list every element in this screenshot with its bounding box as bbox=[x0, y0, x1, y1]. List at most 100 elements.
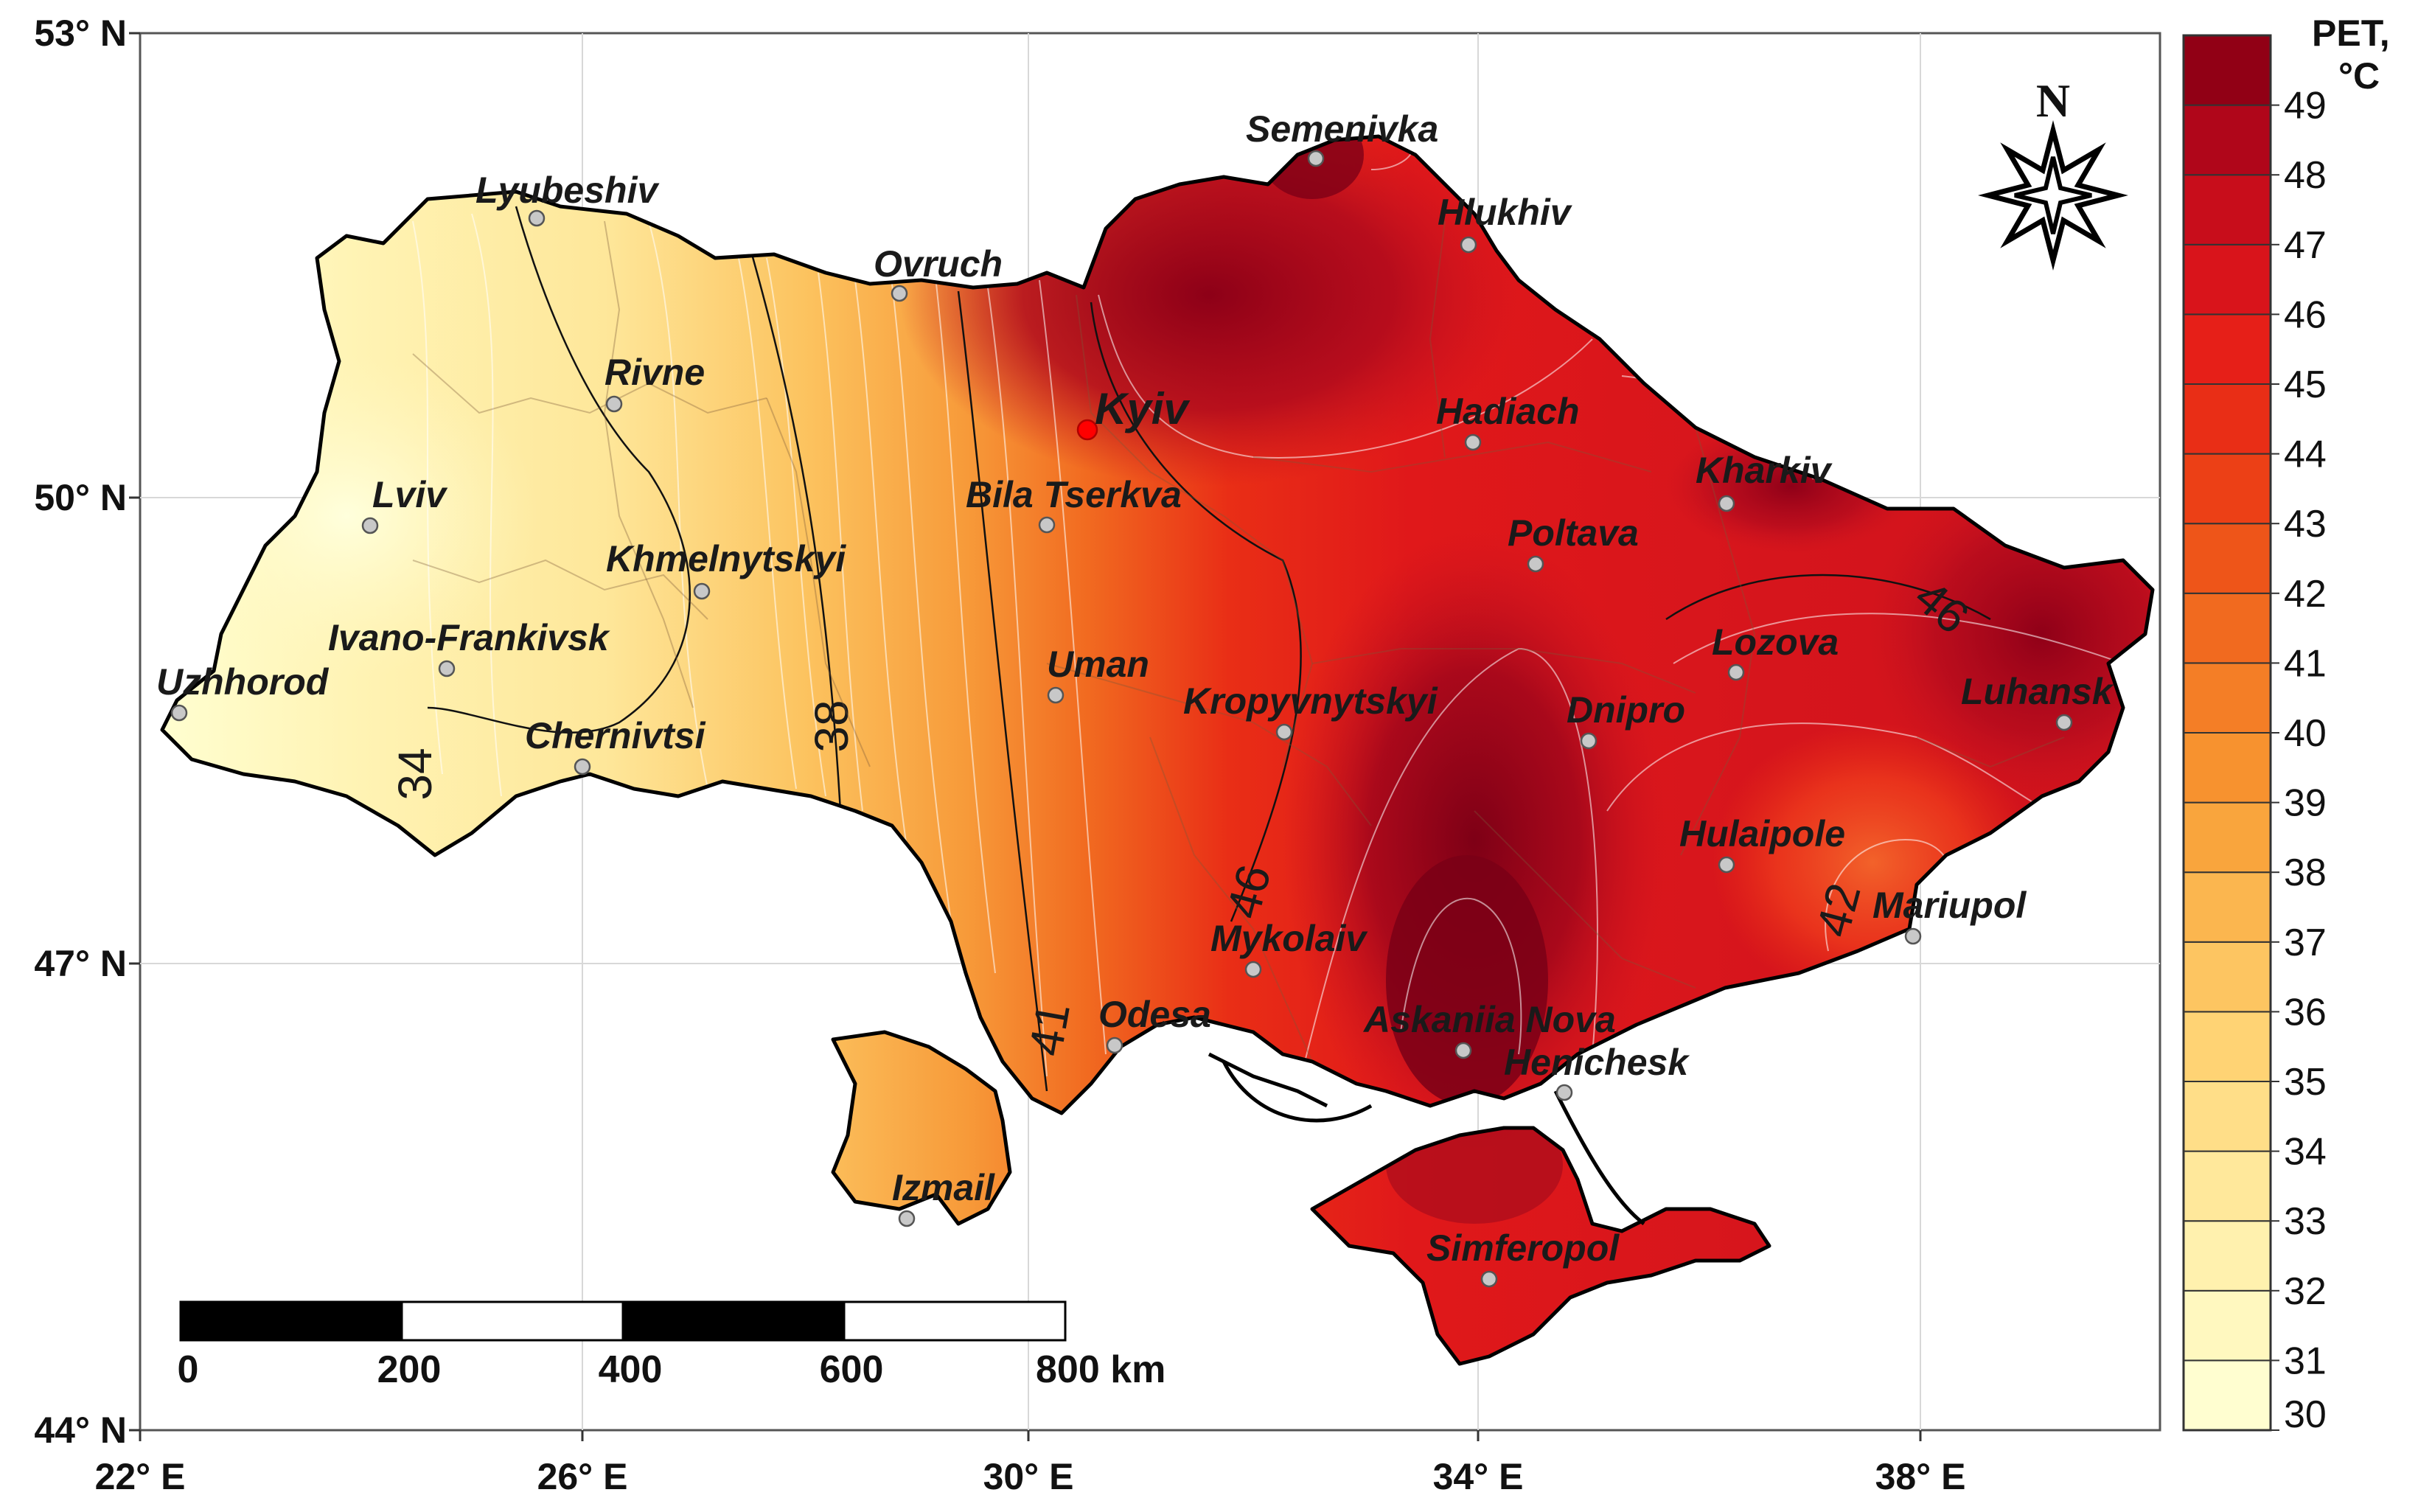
legend-swatch bbox=[2183, 1289, 2271, 1362]
legend-tick-label: 45 bbox=[2284, 363, 2327, 406]
legend-swatch bbox=[2183, 801, 2271, 874]
city-marker[interactable] bbox=[1718, 495, 1735, 512]
city-marker[interactable] bbox=[693, 582, 711, 600]
city-label: Ivano-Frankivsk bbox=[328, 617, 610, 658]
city-marker[interactable] bbox=[170, 704, 188, 722]
axis-ticks bbox=[129, 32, 1922, 1441]
city-marker[interactable] bbox=[2055, 714, 2073, 731]
legend-swatch bbox=[2183, 104, 2271, 176]
city-marker[interactable] bbox=[1307, 150, 1325, 167]
city-label: Simferopol bbox=[1426, 1227, 1620, 1269]
scale-label: 0 bbox=[178, 1348, 199, 1391]
city-label: Semenivka bbox=[1246, 108, 1438, 150]
isolines-major bbox=[427, 206, 1991, 1092]
legend-tick-label: 40 bbox=[2284, 712, 2327, 755]
city-marker[interactable] bbox=[1275, 723, 1293, 741]
legend-tick-label: 41 bbox=[2284, 642, 2327, 685]
city-marker[interactable] bbox=[1244, 961, 1262, 978]
ukraine-outline bbox=[162, 136, 2153, 1366]
legend-tick-label: 30 bbox=[2284, 1393, 2327, 1436]
city-label: Kropyvnytskyi bbox=[1183, 680, 1438, 722]
lon-label: 26° E bbox=[537, 1456, 628, 1497]
legend-swatch bbox=[2183, 871, 2271, 943]
lon-label: 30° E bbox=[983, 1456, 1074, 1497]
city-label: Hlukhiv bbox=[1438, 192, 1573, 233]
compass-star-icon bbox=[1978, 120, 2128, 271]
city-marker[interactable] bbox=[1076, 419, 1098, 441]
compass-north-label: N bbox=[2036, 74, 2070, 127]
legend-tick-label: 49 bbox=[2284, 85, 2327, 128]
city-marker[interactable] bbox=[1527, 555, 1544, 573]
city-marker[interactable] bbox=[1580, 732, 1598, 750]
city-marker[interactable] bbox=[1555, 1084, 1573, 1101]
lon-label: 22° E bbox=[95, 1456, 186, 1497]
legend-swatch bbox=[2183, 1081, 2271, 1152]
legend-swatch bbox=[2183, 243, 2271, 316]
city-marker[interactable] bbox=[1460, 236, 1477, 254]
legend-tick-label: 48 bbox=[2284, 154, 2327, 197]
city-marker[interactable] bbox=[438, 660, 456, 677]
city-label-capital: Kyiv bbox=[1095, 384, 1191, 433]
lon-label: 38° E bbox=[1875, 1456, 1966, 1497]
scale-label: 200 bbox=[377, 1348, 442, 1391]
scale-label: 800 km bbox=[1036, 1348, 1166, 1391]
isoline-label: 38 bbox=[805, 700, 858, 752]
city-marker[interactable] bbox=[1038, 516, 1056, 534]
legend-title-unit: °C bbox=[2338, 55, 2380, 97]
lat-label: 47° N bbox=[34, 943, 127, 984]
city-marker[interactable] bbox=[361, 517, 379, 534]
legend-swatches bbox=[2183, 35, 2271, 1432]
city-label: Hadiach bbox=[1436, 391, 1580, 432]
city-label: Chernivtsi bbox=[525, 715, 706, 756]
legend-title: PET, bbox=[2312, 13, 2390, 54]
city-label: Uman bbox=[1047, 644, 1149, 685]
city-marker[interactable] bbox=[1727, 663, 1745, 681]
city-label: Hulaipole bbox=[1679, 813, 1845, 854]
legend-tick-label: 47 bbox=[2284, 224, 2327, 267]
city-label: Rivne bbox=[604, 352, 705, 393]
scale-label: 400 bbox=[599, 1348, 663, 1391]
legend-tick-label: 35 bbox=[2284, 1061, 2327, 1104]
city-label: Lyubeshiv bbox=[475, 170, 660, 211]
city-label: Dnipro bbox=[1567, 689, 1685, 731]
isoline-label: 34 bbox=[389, 748, 442, 800]
city-marker[interactable] bbox=[1106, 1037, 1123, 1054]
city-label: Lozova bbox=[1712, 621, 1839, 663]
city-marker[interactable] bbox=[1454, 1042, 1472, 1059]
legend-tick-label: 31 bbox=[2284, 1339, 2327, 1382]
city-marker[interactable] bbox=[1718, 856, 1735, 874]
legend-swatch bbox=[2183, 1359, 2271, 1432]
legend-tick-label: 39 bbox=[2284, 782, 2327, 825]
city-label: Ovruch bbox=[874, 243, 1003, 285]
lat-label: 53° N bbox=[34, 13, 127, 54]
city-label: Izmail bbox=[892, 1167, 995, 1208]
city-marker[interactable] bbox=[1047, 686, 1065, 704]
city-label: Lviv bbox=[372, 474, 448, 515]
city-marker[interactable] bbox=[605, 395, 623, 413]
city-marker[interactable] bbox=[1904, 927, 1922, 945]
legend-swatch bbox=[2183, 453, 2271, 525]
legend-tick-label: 37 bbox=[2284, 922, 2327, 964]
legend-swatch bbox=[2183, 1150, 2271, 1222]
city-marker[interactable] bbox=[574, 758, 591, 776]
legend-tick-label: 32 bbox=[2284, 1270, 2327, 1313]
city-label: Askaniia Nova bbox=[1362, 999, 1616, 1040]
legend-swatch bbox=[2183, 313, 2271, 385]
legend-swatch bbox=[2183, 1011, 2271, 1083]
legend-swatch bbox=[2183, 1220, 2271, 1292]
pet-legend: 30 31 32 33 34 35 36 37 38 39 40 41 42 43 44 45 46 47 48 49… bbox=[2182, 13, 2390, 1436]
legend-tick-label: 42 bbox=[2284, 573, 2327, 616]
city-marker[interactable] bbox=[1464, 433, 1482, 451]
legend-tick-label: 36 bbox=[2284, 991, 2327, 1034]
legend-tick-label: 46 bbox=[2284, 293, 2327, 336]
city-label: Poltava bbox=[1508, 512, 1639, 554]
city-marker[interactable] bbox=[528, 209, 546, 227]
legend-swatch bbox=[2183, 35, 2271, 106]
city-marker[interactable] bbox=[1480, 1270, 1498, 1288]
city-label: Henichesk bbox=[1504, 1042, 1690, 1083]
city-marker[interactable] bbox=[898, 1210, 916, 1227]
legend-tick-label: 33 bbox=[2284, 1200, 2327, 1243]
latitude-labels: 53° N 50° N 47° N 44° N bbox=[34, 13, 127, 1451]
city-marker[interactable] bbox=[891, 285, 908, 302]
